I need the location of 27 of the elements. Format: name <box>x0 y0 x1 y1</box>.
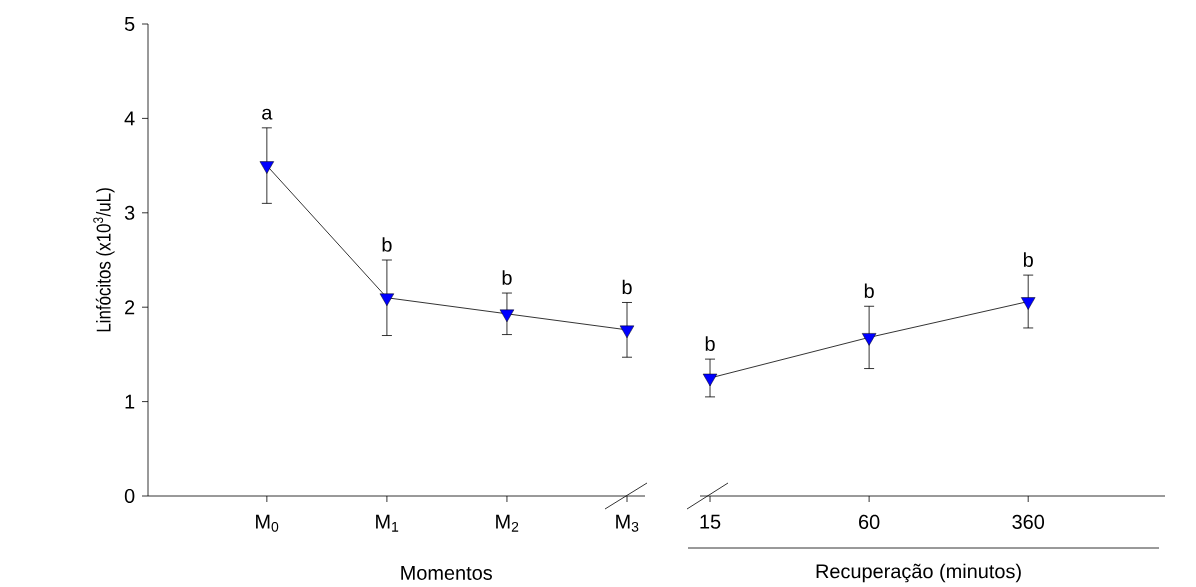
annotation: b <box>705 336 715 351</box>
annotation: b <box>382 237 392 252</box>
y-tick-label: 5 <box>124 17 135 31</box>
annotation: a <box>262 108 273 120</box>
annotation: b <box>622 279 632 295</box>
x-tick-label: M$_{2}$ <box>496 514 519 532</box>
x-tick-label: M$_{0}$ <box>256 514 279 532</box>
y-tick-label: 4 <box>124 111 135 126</box>
x-tick-label: 15 <box>700 514 721 529</box>
point <box>379 293 395 307</box>
point <box>259 161 275 174</box>
annotation: b <box>502 270 512 285</box>
x-axis-title: Momentos <box>401 566 492 580</box>
x-tick-label: 60 <box>859 514 880 529</box>
y-tick-label: 1 <box>125 394 135 409</box>
x-tick-label: M$_{3}$ <box>616 514 639 532</box>
annotation: b <box>864 283 874 299</box>
x-axis-title: Recuperação (minutos) <box>816 563 1021 583</box>
y-tick-label: 2 <box>125 300 135 315</box>
y-tick-label: 3 <box>124 205 135 220</box>
annotation: b <box>1023 252 1033 267</box>
y-axis-title: Linfócitos (x10$^{3}$/uL) <box>93 188 115 332</box>
y-tick-label: 0 <box>124 488 135 504</box>
x-tick-label: M$_{1}$ <box>376 514 399 532</box>
point <box>499 309 515 323</box>
x-tick-label: 360 <box>1012 514 1045 529</box>
point <box>619 325 635 339</box>
